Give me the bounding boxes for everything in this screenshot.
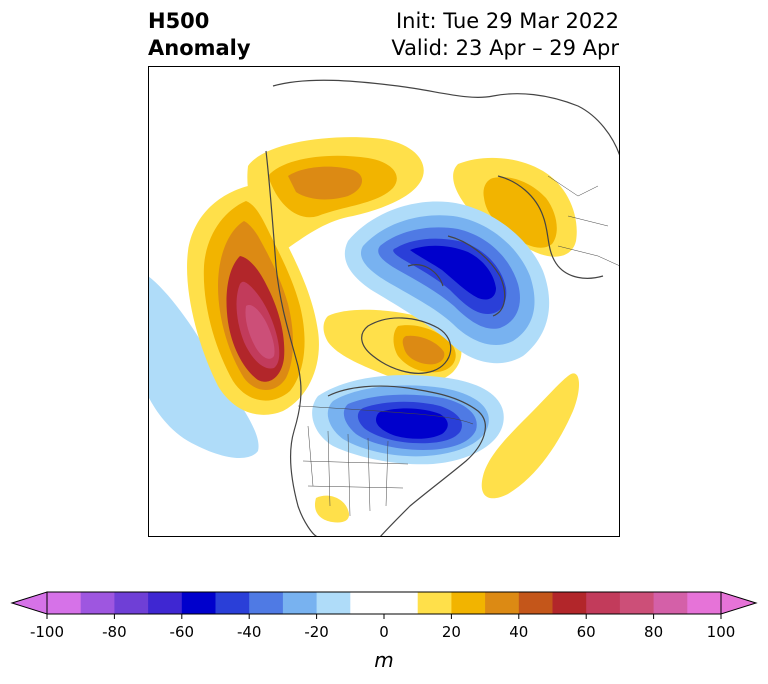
colorbar-swatch [451,592,486,614]
colorbar-swatch [552,592,587,614]
coastline-greenland [361,317,452,374]
colorbar-swatches [47,592,722,614]
state-borders [302,425,409,517]
colorbar-swatch [518,592,553,614]
colorbar-swatch [47,592,82,614]
colorbar-swatch [80,592,115,614]
colorbar: -100 -80 -60 -40 -20 0 20 40 60 80 100 m [10,591,758,672]
valid-period: Valid: 23 Apr – 29 Apr [391,36,619,60]
map-title: H500 Anomaly [148,8,251,62]
colorbar-tick-label: 20 [442,623,461,641]
colorbar-swatch [485,592,520,614]
colorbar-tick-label: -60 [170,623,195,641]
coastlines [265,79,620,537]
colorbar-tick-label: 80 [644,623,663,641]
colorbar-tick-label: 40 [509,623,528,641]
colorbar-extend-high-triangle [720,591,758,615]
coastline-arctic-islands [407,235,506,317]
colorbar-tick-label: 0 [379,623,389,641]
colorbar-swatch [586,592,621,614]
colorbar-swatch [350,592,419,614]
coastline-europe [497,175,604,279]
colorbar-swatch [148,592,183,614]
colorbar-swatch [653,592,688,614]
colorbar-swatch [215,592,250,614]
country-borders-europe [547,175,620,267]
coastline-north-america-east [327,385,486,537]
colorbar-extend-low-triangle [10,591,48,615]
colorbar-tick-label: -80 [102,623,127,641]
colorbar-swatch [282,592,318,614]
colorbar-tick-label: -100 [30,623,64,641]
title-line-1: H500 [148,9,210,33]
colorbar-swatch [114,592,149,614]
colorbar-tick-label: 100 [707,623,736,641]
colorbar-tick-label: -20 [304,623,329,641]
map-panel [148,66,620,537]
colorbar-ticks: -100 -80 -60 -40 -20 0 20 40 60 80 100 [30,614,735,641]
positive-anomaly-southwest-us [314,495,350,523]
colorbar-swatch [417,592,452,614]
anomaly-shading [148,137,580,523]
init-time: Init: Tue 29 Mar 2022 [395,9,619,33]
positive-anomaly-north-atlantic [481,373,580,499]
colorbar-swatch [619,592,655,614]
run-info: Init: Tue 29 Mar 2022 Valid: 23 Apr – 29… [391,8,619,62]
colorbar-unit-label: m [374,648,393,672]
colorbar-tick-label: -40 [237,623,262,641]
colorbar-swatch [249,592,284,614]
colorbar-swatch [181,592,216,614]
coastline-asia [272,79,620,157]
title-line-2: Anomaly [148,36,251,60]
border-us-canada [297,405,474,425]
map-frame [148,66,620,537]
negative-anomaly-pacific [148,276,259,459]
colorbar-tick-label: 60 [577,623,596,641]
colorbar-swatch [687,592,722,614]
coastline-north-america-west [265,150,319,537]
colorbar-swatch [316,592,351,614]
